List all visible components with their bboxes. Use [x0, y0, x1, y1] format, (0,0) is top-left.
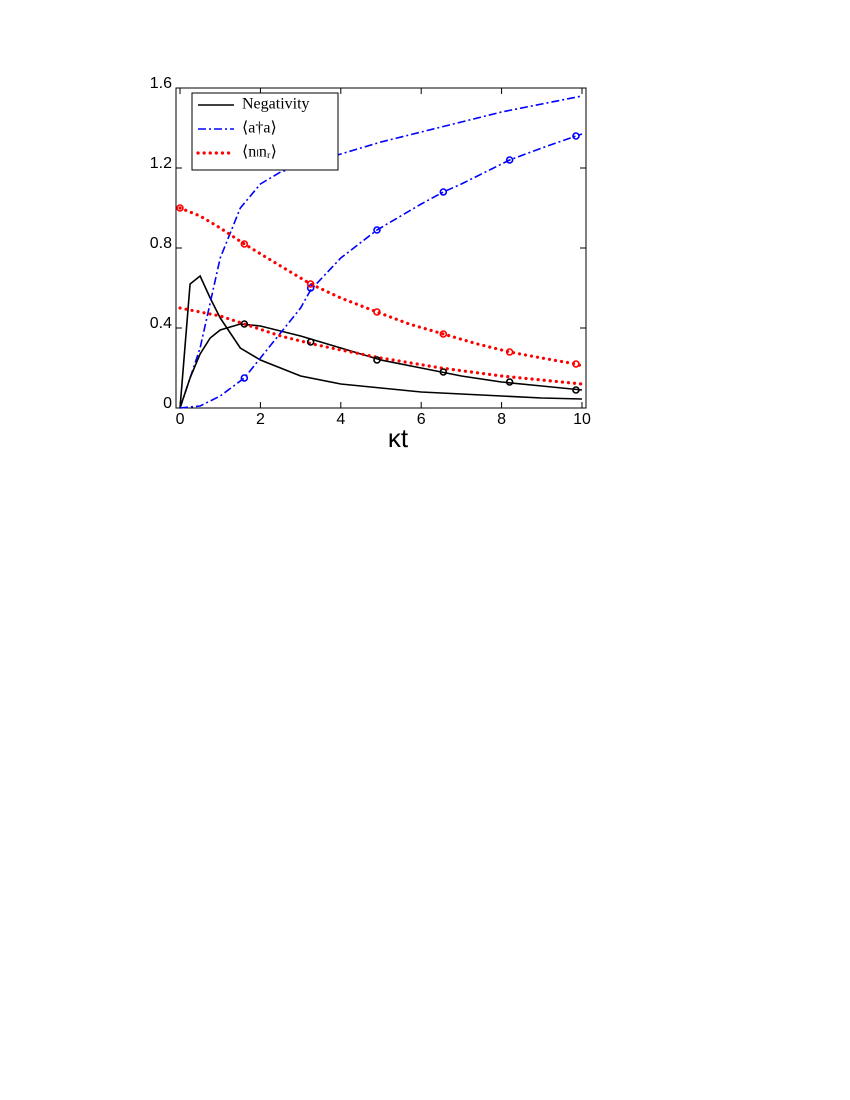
marker [439, 188, 448, 196]
marker [240, 320, 249, 328]
y-tick-label: 0 [163, 395, 172, 412]
marker [176, 204, 184, 212]
marker [373, 226, 381, 234]
marker [306, 338, 315, 346]
marker [505, 348, 514, 356]
marker [240, 240, 249, 248]
marker [240, 374, 249, 382]
marker [373, 356, 381, 364]
series-line [178, 206, 584, 368]
marker [439, 330, 448, 338]
x-tick-label: 2 [256, 411, 265, 428]
marker [505, 156, 514, 164]
x-tick-label: 6 [417, 411, 426, 428]
marker [439, 368, 448, 376]
y-tick-label: 0.8 [150, 235, 172, 252]
x-tick-label: 10 [573, 411, 591, 428]
marker [505, 378, 514, 386]
series-line [179, 274, 582, 409]
legend-box [191, 92, 339, 171]
legend-label: ⟨a†a⟩ [242, 120, 277, 137]
legend-label: ⟨nₗnᵣ⟩ [242, 144, 277, 161]
y-tick-label: 1.6 [150, 75, 172, 92]
marker [572, 132, 580, 140]
legend-label: Negativity [242, 96, 310, 113]
x-tick-label: 0 [176, 411, 185, 428]
marker [572, 360, 580, 368]
x-axis-label: κt [388, 423, 409, 453]
series-line [179, 323, 583, 409]
y-tick-label: 0.4 [150, 315, 172, 332]
series-line [178, 306, 584, 386]
series-line [179, 133, 583, 409]
x-tick-label: 8 [497, 411, 506, 428]
marker [572, 386, 580, 394]
marker [373, 308, 381, 316]
y-tick-label: 1.2 [150, 155, 172, 172]
marker [306, 284, 315, 292]
x-tick-label: 4 [336, 411, 345, 428]
marker [306, 280, 315, 288]
